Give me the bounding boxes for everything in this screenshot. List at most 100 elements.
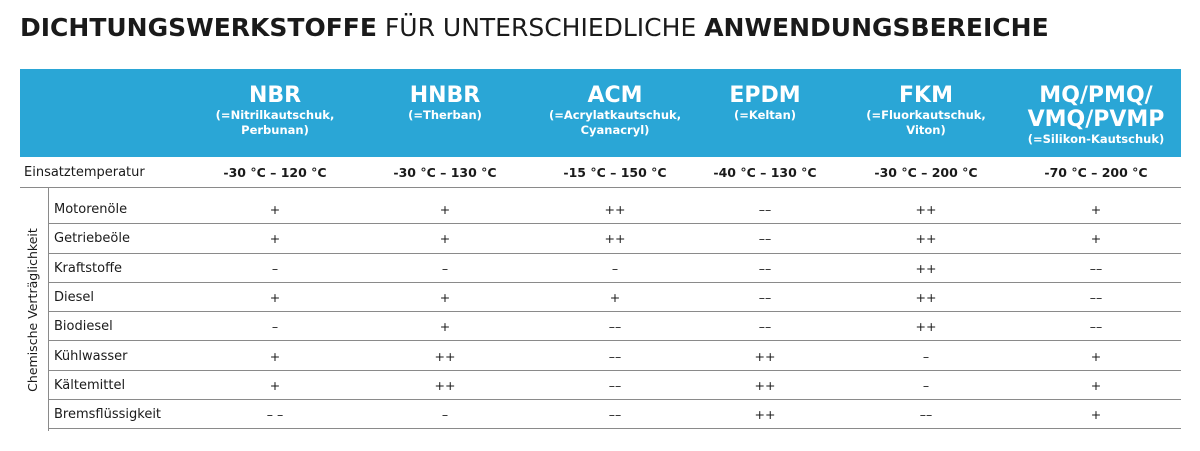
table-cell: ++ [915, 231, 937, 247]
row-label: Diesel [54, 289, 95, 305]
column-subtitle: Viton) [906, 123, 946, 137]
table-cell: – [922, 377, 930, 393]
column-subtitle: (=Acrylatkautschuk, [548, 108, 682, 122]
table-cell: –– [1089, 260, 1103, 276]
table-cell: ++ [604, 202, 626, 217]
table-cell: –– [919, 407, 933, 423]
title-part1: DICHTUNGSWERKSTOFFE [20, 13, 377, 42]
column-subtitle: Perbunan) [241, 123, 309, 137]
column-header-silikon: MQ/PMQ/ VMQ/PVMP (=Silikon-Kautschuk) [1016, 69, 1176, 157]
table-cell: + [1090, 407, 1102, 423]
column-subtitle: (=Therban) [408, 108, 482, 122]
column-subtitle: (=Keltan) [733, 108, 797, 122]
table-row: Kühlwasser + ++ –– ++ – + [48, 342, 1181, 371]
table-cell: – [441, 407, 449, 423]
group-divider [48, 188, 49, 431]
row-label: Bremsflüssigkeit [54, 407, 162, 423]
table-cell: ++ [754, 407, 776, 423]
table-cell: ++ [915, 319, 937, 335]
table-cell: –– [608, 319, 622, 335]
table-cell: ++ [434, 348, 456, 364]
title-part3: ANWENDUNGSBEREICHE [704, 13, 1049, 42]
table-cell: + [269, 348, 281, 364]
table-cell: –– [758, 202, 772, 217]
table-row: Kältemittel + ++ –– ++ – + [48, 371, 1181, 401]
table-cell: –– [608, 407, 622, 423]
table-cell: + [1090, 348, 1102, 364]
row-label: Biodiesel [54, 319, 113, 335]
column-header-epdm: EPDM (=Keltan) [690, 69, 840, 157]
row-label: Kühlwasser [54, 348, 128, 364]
table-row: Motorenöle + + ++ –– ++ + [48, 195, 1181, 225]
table-cell: –– [608, 377, 622, 393]
page-title: DICHTUNGSWERKSTOFFE FÜR UNTERSCHIEDLICHE… [20, 13, 1049, 42]
row-label: Einsatztemperatur [24, 165, 145, 180]
column-header-fkm: FKM (=Fluorkautschuk, Viton) [846, 69, 1006, 157]
table-cell: + [1090, 377, 1102, 393]
column-subtitle: (=Silikon-Kautschuk) [1027, 132, 1165, 146]
table-cell: – [441, 260, 449, 276]
column-header-nbr: NBR (=Nitrilkautschuk, Perbunan) [195, 69, 355, 157]
table-cell: + [269, 202, 281, 217]
table-cell: –– [758, 231, 772, 247]
table-cell: ++ [434, 377, 456, 393]
column-header-acm: ACM (=Acrylatkautschuk, Cyanacryl) [530, 69, 700, 157]
table-cell: -30 °C – 130 °C [393, 165, 497, 180]
column-name: FKM [899, 83, 953, 108]
table-cell: -30 °C – 120 °C [223, 165, 327, 180]
table-cell: -15 °C – 150 °C [563, 165, 667, 180]
table-cell: – [271, 319, 279, 335]
table-cell: ++ [915, 202, 937, 217]
column-name: EPDM [729, 83, 801, 108]
table-header: NBR (=Nitrilkautschuk, Perbunan) HNBR (=… [20, 69, 1181, 157]
table-cell: + [269, 231, 281, 247]
table-cell: ++ [604, 231, 626, 247]
column-header-hnbr: HNBR (=Therban) [365, 69, 525, 157]
column-subtitle: (=Nitrilkautschuk, [215, 108, 335, 122]
table-row: Getriebeöle + + ++ –– ++ + [48, 224, 1181, 254]
table-cell: -40 °C – 130 °C [713, 165, 817, 180]
column-subtitle: (=Fluorkautschuk, [866, 108, 986, 122]
table-cell: -30 °C – 200 °C [874, 165, 978, 180]
table-cell: – – [266, 407, 284, 423]
table-row: Bremsflüssigkeit – – – –– ++ –– + [48, 400, 1181, 430]
table-cell: ++ [754, 377, 776, 393]
column-subtitle: Cyanacryl) [580, 123, 650, 137]
column-name: MQ/PMQ/ [1039, 83, 1153, 108]
group-label: Chemische Verträglichkeit [25, 228, 40, 392]
column-name: ACM [587, 83, 643, 108]
table-row: Diesel + + + –– ++ –– [48, 283, 1181, 313]
table-cell: – [271, 260, 279, 276]
table-row-temperature: Einsatztemperatur -30 °C – 120 °C -30 °C… [20, 157, 1181, 188]
table-cell: + [269, 377, 281, 393]
row-label: Motorenöle [54, 202, 128, 217]
table-row: Kraftstoffe – – – –– ++ –– [48, 254, 1181, 283]
column-name: NBR [248, 83, 302, 108]
table-cell: -70 °C – 200 °C [1044, 165, 1148, 180]
table-cell: + [609, 289, 621, 305]
column-name-line2: VMQ/PVMP [1027, 107, 1165, 132]
table-cell: + [439, 202, 451, 217]
table-cell: –– [758, 289, 772, 305]
table-cell: + [1090, 202, 1102, 217]
table-cell: ++ [754, 348, 776, 364]
table-cell: + [269, 289, 281, 305]
table-cell: + [1090, 231, 1102, 247]
table-cell: – [922, 348, 930, 364]
table-cell: – [611, 260, 619, 276]
table-cell: + [439, 289, 451, 305]
table-cell: ++ [915, 289, 937, 305]
table-cell: –– [758, 319, 772, 335]
table-cell: –– [608, 348, 622, 364]
row-label: Getriebeöle [54, 231, 130, 247]
table-cell: –– [1089, 319, 1103, 335]
table-cell: –– [758, 260, 772, 276]
row-label: Kraftstoffe [54, 260, 123, 276]
row-label: Kältemittel [54, 377, 126, 393]
table-row: Biodiesel – + –– –– ++ –– [48, 312, 1181, 342]
table-cell: + [439, 319, 451, 335]
table-cell: + [439, 231, 451, 247]
table-cell: –– [1089, 289, 1103, 305]
title-part2: FÜR UNTERSCHIEDLICHE [384, 13, 697, 42]
table-cell: ++ [915, 260, 937, 276]
